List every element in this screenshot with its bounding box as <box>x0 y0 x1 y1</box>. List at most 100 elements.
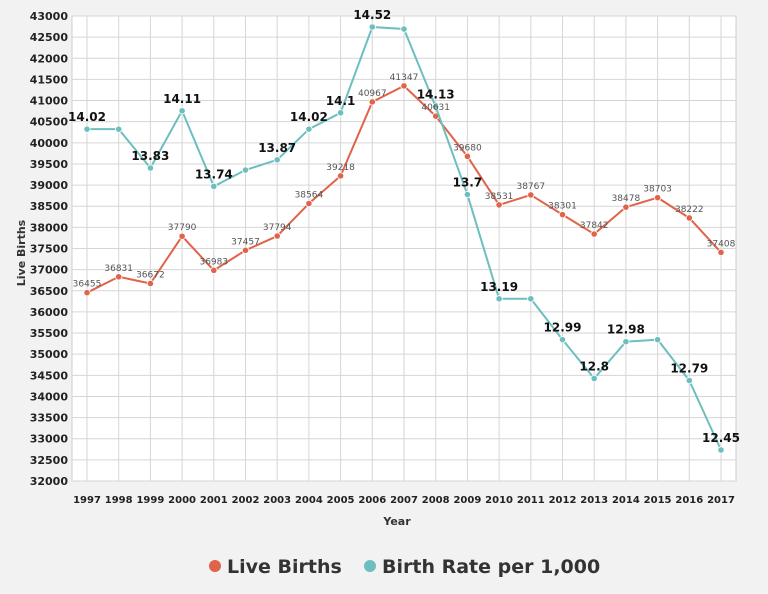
y-tick-label: 36000 <box>30 306 69 319</box>
x-tick-label: 2013 <box>580 495 608 506</box>
x-tick-label: 2012 <box>549 495 577 506</box>
y-tick-label: 43000 <box>30 10 69 23</box>
y-tick-label: 37000 <box>30 264 69 277</box>
point-live-births <box>336 172 345 180</box>
point-live-births <box>558 211 567 219</box>
x-tick-label: 1998 <box>105 495 133 506</box>
point-birth-rate <box>368 23 376 31</box>
point-live-births <box>210 266 218 274</box>
y-tick-label: 35000 <box>30 348 69 361</box>
y-tick-label: 33000 <box>30 433 69 446</box>
data-label-live-births: 38531 <box>485 192 514 202</box>
data-label-birth-rate: 12.79 <box>670 362 708 376</box>
y-tick-label: 40500 <box>30 116 69 129</box>
point-birth-rate <box>495 295 503 303</box>
point-live-births <box>527 191 535 199</box>
x-tick-label: 2015 <box>644 495 672 506</box>
point-live-births <box>241 246 250 254</box>
point-birth-rate <box>336 109 345 117</box>
point-live-births <box>463 152 471 160</box>
y-tick-label: 35500 <box>30 327 69 340</box>
x-tick-label: 2016 <box>675 495 703 506</box>
y-tick-label: 34500 <box>30 369 69 382</box>
point-birth-rate <box>305 125 313 133</box>
point-birth-rate <box>241 166 250 174</box>
point-birth-rate <box>432 103 440 111</box>
point-birth-rate <box>178 107 186 115</box>
x-tick-label: 2011 <box>517 495 545 506</box>
point-birth-rate <box>463 190 471 199</box>
x-tick-label: 1997 <box>73 495 101 506</box>
data-label-birth-rate: 14.11 <box>163 92 201 106</box>
data-label-birth-rate: 12.45 <box>702 431 740 445</box>
data-label-live-births: 40967 <box>358 89 387 99</box>
point-birth-rate <box>146 164 154 172</box>
data-label-birth-rate: 14.02 <box>68 110 106 124</box>
point-live-births <box>83 289 91 297</box>
data-label-live-births: 38301 <box>548 202 577 212</box>
point-birth-rate <box>685 376 693 385</box>
data-label-live-births: 37842 <box>580 221 609 231</box>
x-tick-label: 2017 <box>707 495 735 506</box>
point-birth-rate <box>83 125 91 133</box>
y-axis-ticks: 32000 32500 33000 33500 34000 34500 35000 35500… <box>30 10 69 488</box>
y-tick-label: 37500 <box>30 243 69 256</box>
point-birth-rate <box>590 374 598 383</box>
data-label-birth-rate: 12.99 <box>544 321 582 335</box>
point-birth-rate <box>115 125 123 133</box>
data-label-live-births: 41347 <box>390 73 419 83</box>
point-live-births <box>146 279 154 288</box>
x-tick-label: 2001 <box>200 495 228 506</box>
point-live-births <box>400 82 408 90</box>
y-tick-label: 38500 <box>30 200 69 213</box>
x-tick-label: 2009 <box>453 495 481 506</box>
y-tick-label: 41500 <box>30 73 69 86</box>
data-label-live-births: 39218 <box>326 163 355 173</box>
point-birth-rate <box>273 156 281 164</box>
y-tick-label: 39000 <box>30 179 69 192</box>
data-label-birth-rate: 13.7 <box>453 176 483 190</box>
data-label-birth-rate: 13.19 <box>480 280 518 294</box>
legend-label: Birth Rate per 1,000 <box>382 556 600 578</box>
y-tick-label: 36500 <box>30 285 69 298</box>
x-tick-label: 2014 <box>612 495 640 506</box>
legend-marker <box>209 560 221 572</box>
data-label-birth-rate: 13.74 <box>195 167 233 181</box>
data-label-birth-rate: 14.02 <box>290 110 328 124</box>
data-label-live-births: 38767 <box>516 182 545 192</box>
point-live-births <box>115 273 123 281</box>
data-label-live-births: 37408 <box>707 239 736 249</box>
point-live-births <box>273 232 281 240</box>
point-live-births <box>178 232 186 240</box>
x-tick-label: 2008 <box>422 495 450 506</box>
legend: Live Births Birth Rate per 1,000 <box>209 556 600 578</box>
data-label-live-births: 37790 <box>168 223 197 233</box>
y-axis-title: Live Births <box>15 219 28 286</box>
data-label-live-births: 37794 <box>263 223 292 233</box>
x-tick-label: 2004 <box>295 495 323 506</box>
x-axis-ticks: 1997 1998 1999 2000 2001 2002 2003 2004 2005 2006… <box>73 495 735 506</box>
point-birth-rate <box>527 295 535 303</box>
series-layer <box>83 23 725 454</box>
point-birth-rate <box>653 336 662 344</box>
x-tick-label: 2005 <box>327 495 355 506</box>
data-label-live-births: 38478 <box>612 194 641 204</box>
legend-label: Live Births <box>227 556 342 578</box>
data-label-live-births: 39680 <box>453 143 482 153</box>
y-tick-label: 40000 <box>30 137 69 150</box>
y-tick-label: 39500 <box>30 158 69 171</box>
x-tick-label: 2000 <box>168 495 196 506</box>
point-live-births <box>685 214 693 222</box>
data-label-birth-rate: 13.83 <box>131 149 169 163</box>
data-label-live-births: 38703 <box>643 185 672 195</box>
y-tick-label: 42000 <box>30 52 69 65</box>
point-live-births <box>495 201 503 209</box>
y-tick-label: 42500 <box>30 31 69 44</box>
data-label-live-births: 36983 <box>199 257 228 267</box>
data-label-live-births: 38222 <box>675 205 704 215</box>
y-tick-label: 33500 <box>30 412 69 425</box>
grid-lines <box>71 15 737 482</box>
data-label-birth-rate: 14.52 <box>353 8 391 22</box>
y-tick-label: 38000 <box>30 221 69 234</box>
